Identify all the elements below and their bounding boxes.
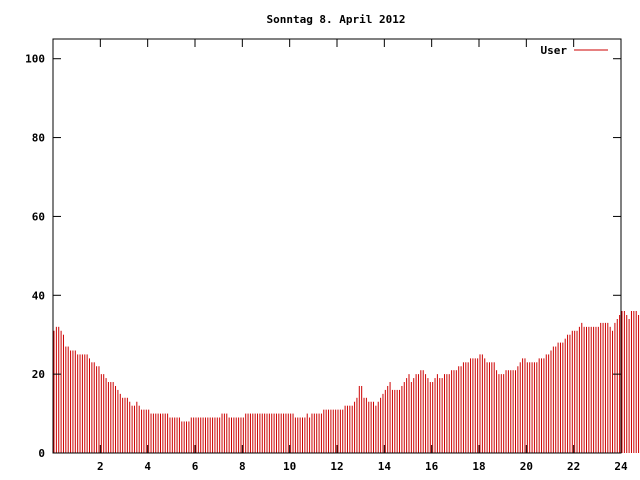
chart-title: Sonntag 8. April 2012 — [266, 13, 405, 26]
y-tick-label: 80 — [32, 132, 45, 145]
x-tick-label: 16 — [425, 460, 439, 473]
x-tick-label: 2 — [97, 460, 104, 473]
legend-label-user: User — [541, 44, 568, 57]
x-tick-label: 22 — [567, 460, 580, 473]
y-tick-label: 100 — [25, 53, 45, 66]
x-tick-label: 10 — [283, 460, 296, 473]
x-tick-label: 18 — [472, 460, 485, 473]
x-tick-label: 12 — [330, 460, 343, 473]
plot-frame — [52, 38, 622, 454]
x-tick-label: 4 — [144, 460, 151, 473]
x-tick-label: 24 — [614, 460, 628, 473]
x-tick-label: 20 — [520, 460, 533, 473]
y-tick-label: 40 — [32, 289, 45, 302]
x-tick-label: 6 — [192, 460, 199, 473]
x-tick-label: 14 — [378, 460, 392, 473]
y-tick-label: 0 — [38, 447, 45, 460]
x-tick-label: 8 — [239, 460, 246, 473]
y-tick-label: 60 — [32, 210, 45, 223]
bars-layer — [53, 311, 640, 453]
y-tick-label: 20 — [32, 368, 45, 381]
legend: User — [541, 44, 608, 57]
